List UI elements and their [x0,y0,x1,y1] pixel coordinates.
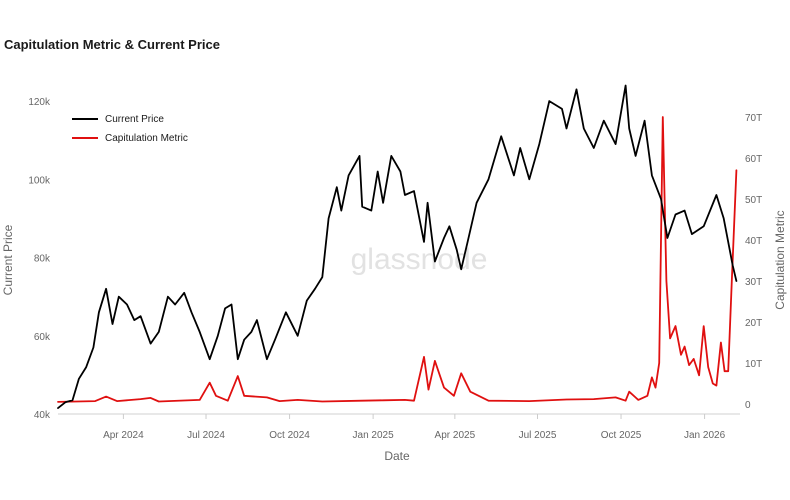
watermark: glassnode [351,243,488,276]
x-tick-label: Jul 2024 [187,430,225,441]
legend-label-current-price: Current Price [105,114,164,125]
chart-title: Capitulation Metric & Current Price [4,37,220,52]
x-tick-label: Jan 2026 [684,430,726,441]
left-tick-label: 80k [34,254,51,265]
x-tick-label: Oct 2024 [269,430,310,441]
series-layer [57,84,738,410]
right-tick-label: 50T [745,195,762,206]
left-tick-label: 60k [34,332,51,343]
x-tick-label: Oct 2025 [601,430,642,441]
left-tick-label: 100k [28,175,51,186]
right-tick-label: 10T [745,359,762,370]
right-axis-label: Capitulation Metric [773,210,787,309]
x-tick-label: Apr 2024 [103,430,144,441]
x-axis-ticks: Apr 2024 Jul 2024 Oct 2024 Jan 2025 Apr 2025… [103,414,726,441]
right-tick-label: 60T [745,154,762,165]
x-axis-label: Date [384,449,410,463]
left-tick-label: 40k [34,410,51,421]
left-axis-ticks: 40k 60k 80k 100k 120k [28,97,51,421]
right-tick-label: 30T [745,277,762,288]
right-axis-ticks: 0 10T 20T 30T 40T 50T 60T 70T [745,113,762,411]
series-line-capitulation-metric [57,116,738,403]
x-tick-label: Jan 2025 [353,430,395,441]
right-tick-label: 20T [745,318,762,329]
left-tick-label: 120k [28,97,51,108]
legend: Current Price Capitulation Metric [72,114,188,144]
x-tick-label: Apr 2025 [435,430,476,441]
x-tick-label: Jul 2025 [519,430,557,441]
right-tick-label: 40T [745,236,762,247]
right-tick-label: 70T [745,113,762,124]
left-axis-label: Current Price [1,224,15,295]
legend-label-capitulation-metric: Capitulation Metric [105,133,188,144]
right-tick-label: 0 [745,400,751,411]
series-line-current-price [57,84,738,410]
